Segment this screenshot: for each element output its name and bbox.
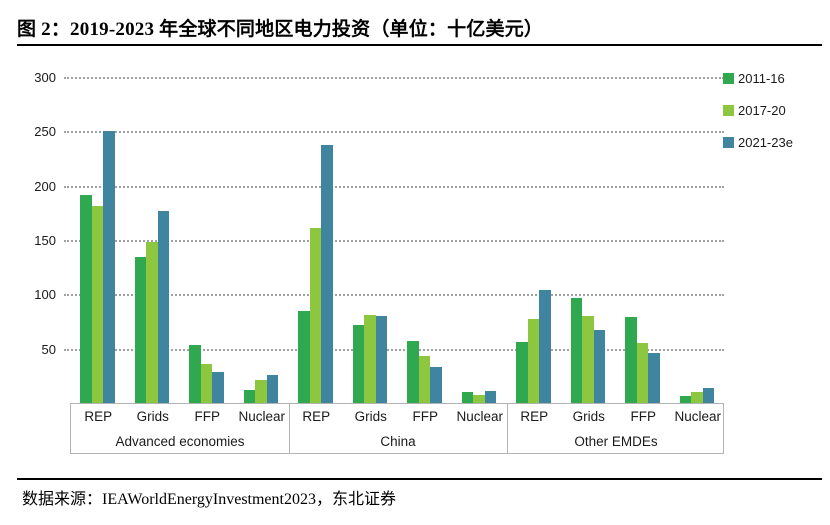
category-axis-box: REP Grids FFP Nuclear REP Grids FFP Nuclear REP G… <box>70 403 724 454</box>
category-label-nuclear: Nuclear <box>238 409 286 424</box>
bar-advanced-economies-rep-2021-23e <box>103 131 115 403</box>
bar-advanced-economies-ffp-2017-20 <box>200 363 212 403</box>
bar-other-emdes-rep-2021-23e <box>539 290 551 403</box>
category-labels-row: REP Grids FFP Nuclear REP Grids FFP Nuclear REP G… <box>71 404 723 429</box>
category-label-rep: REP <box>520 409 549 424</box>
bar-other-emdes-grids-2017-20 <box>582 316 594 403</box>
gridline-100 <box>64 294 724 297</box>
legend-swatch-icon <box>723 104 734 116</box>
legend-swatch-icon <box>723 72 734 84</box>
bar-china-nuclear-2011-16 <box>461 392 473 403</box>
bar-other-emdes-nuclear-2017-20 <box>691 392 703 403</box>
bar-advanced-economies-ffp-2011-16 <box>189 345 201 403</box>
group-label-advanced-economies: Advanced economies <box>115 434 245 449</box>
bar-china-grids-2011-16 <box>352 324 364 403</box>
bar-other-emdes-grids-2021-23e <box>593 330 605 403</box>
category-label-ffp: FFP <box>194 409 221 424</box>
gridline-50 <box>64 348 724 351</box>
legend-item-2011-16: 2011-16 <box>723 70 793 86</box>
y-tick-label-150: 150 <box>34 233 56 248</box>
bar-china-rep-2011-16 <box>298 310 310 403</box>
category-label-rep: REP <box>84 409 113 424</box>
group-divider <box>507 404 508 453</box>
y-tick-label-300: 300 <box>34 70 56 85</box>
category-label-nuclear: Nuclear <box>456 409 504 424</box>
group-label-china: China <box>380 434 416 449</box>
y-tick-label-250: 250 <box>34 124 56 140</box>
bar-other-emdes-ffp-2017-20 <box>636 343 648 403</box>
bar-other-emdes-rep-2017-20 <box>527 319 539 403</box>
bar-china-ffp-2017-20 <box>418 356 430 403</box>
category-label-nuclear: Nuclear <box>674 409 722 424</box>
bar-advanced-economies-ffp-2021-23e <box>212 371 224 403</box>
bar-china-rep-2021-23e <box>321 145 333 403</box>
bar-china-ffp-2021-23e <box>430 367 442 403</box>
bar-china-nuclear-2017-20 <box>473 395 485 403</box>
bar-other-emdes-ffp-2021-23e <box>648 353 660 403</box>
bar-china-ffp-2011-16 <box>407 341 419 403</box>
gridline-250 <box>64 131 724 134</box>
y-tick-label-100: 100 <box>34 287 56 303</box>
category-label-ffp: FFP <box>412 409 439 424</box>
plot-area <box>64 60 724 403</box>
y-tick-label-200: 200 <box>34 178 56 194</box>
bar-china-grids-2021-23e <box>375 316 387 403</box>
bar-other-emdes-nuclear-2021-23e <box>702 387 714 403</box>
bar-advanced-economies-nuclear-2017-20 <box>255 380 267 403</box>
group-label-other-emdes: Other EMDEs <box>574 434 658 449</box>
category-label-grids: Grids <box>354 409 387 424</box>
bar-advanced-economies-rep-2011-16 <box>80 195 92 403</box>
bar-chart: 50 100 150 200 250 300 REP Grids FFP Nuclear REP G… <box>0 55 830 465</box>
group-labels-row: Advanced economies China Other EMDEs <box>71 429 723 454</box>
legend-swatch-icon <box>723 136 734 148</box>
bar-advanced-economies-grids-2017-20 <box>146 242 158 403</box>
bar-other-emdes-grids-2011-16 <box>570 297 582 403</box>
legend: 2011-16 2017-20 2021-23e <box>723 71 793 167</box>
bar-advanced-economies-rep-2017-20 <box>91 206 103 403</box>
bar-other-emdes-rep-2011-16 <box>516 342 528 403</box>
bar-china-grids-2017-20 <box>364 314 376 403</box>
title-divider-line <box>17 44 822 46</box>
gridline-200 <box>64 185 724 188</box>
category-label-ffp: FFP <box>630 409 657 424</box>
source-divider-line <box>17 478 822 480</box>
legend-label: 2021-23e <box>738 134 793 150</box>
gridline-150 <box>64 240 724 242</box>
source-note: 数据来源：IEAWorldEnergyInvestment2023，东北证券 <box>22 491 396 508</box>
gridline-300 <box>64 77 724 79</box>
category-label-grids: Grids <box>572 409 605 424</box>
bar-china-rep-2017-20 <box>309 228 321 403</box>
category-label-grids: Grids <box>136 409 169 424</box>
legend-label: 2011-16 <box>738 70 785 86</box>
category-label-rep: REP <box>302 409 331 424</box>
figure-title: 图 2：2019-2023 年全球不同地区电力投资（单位：十亿美元） <box>17 19 544 40</box>
bar-advanced-economies-nuclear-2011-16 <box>243 389 255 403</box>
bar-advanced-economies-grids-2021-23e <box>157 210 169 403</box>
legend-label: 2017-20 <box>738 102 786 118</box>
legend-item-2021-23e: 2021-23e <box>723 134 793 150</box>
bar-other-emdes-nuclear-2011-16 <box>679 396 691 403</box>
bar-other-emdes-ffp-2011-16 <box>625 317 637 403</box>
bar-advanced-economies-nuclear-2021-23e <box>266 374 278 403</box>
bar-advanced-economies-grids-2011-16 <box>134 257 146 403</box>
legend-item-2017-20: 2017-20 <box>723 102 793 118</box>
group-divider <box>289 404 290 453</box>
bar-china-nuclear-2021-23e <box>484 391 496 403</box>
y-tick-label-50: 50 <box>41 341 56 357</box>
